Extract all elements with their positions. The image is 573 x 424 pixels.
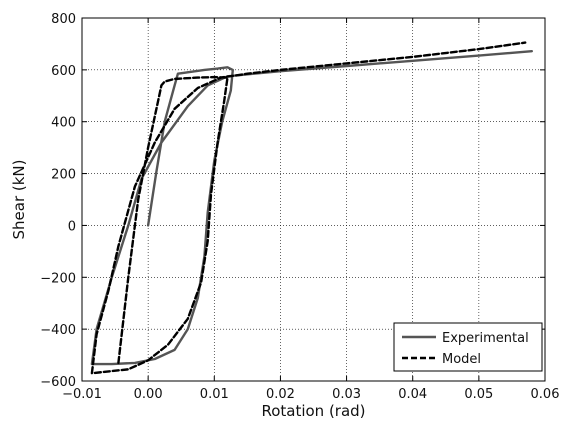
y-tick-label: 800	[51, 12, 76, 27]
x-tick-label: 0.00	[134, 387, 163, 402]
x-tick-label: 0.05	[464, 387, 493, 402]
y-tick-label: 0	[68, 219, 76, 234]
x-tick-label: 0.04	[398, 387, 427, 402]
series-line-model	[90, 41, 527, 375]
y-tick-label: −400	[40, 323, 76, 338]
y-tick-label: 400	[51, 116, 76, 131]
y-tick-label: 200	[51, 168, 76, 183]
x-tick-label: −0.01	[62, 387, 102, 402]
x-tick-label: 0.01	[200, 387, 229, 402]
legend: Experimental Model	[393, 322, 543, 372]
series-layer	[90, 41, 533, 375]
legend-box	[393, 322, 543, 372]
legend-label-experimental: Experimental	[442, 331, 529, 346]
legend-label-model: Model	[442, 352, 481, 367]
y-tick-label: −600	[40, 375, 76, 390]
tick-layer: −0.01 0.00 0.01 0.02 0.03 0.04 0.05 0.06 −600 −40…	[40, 12, 559, 402]
x-tick-label: 0.03	[332, 387, 361, 402]
y-tick-label: −200	[40, 271, 76, 286]
x-tick-label: 0.02	[266, 387, 295, 402]
plot-frame	[81, 17, 546, 382]
y-axis-label: Shear (kN)	[10, 160, 28, 240]
x-axis-label: Rotation (rad)	[261, 402, 365, 420]
y-tick-label: 600	[51, 64, 76, 79]
x-tick-label: 0.06	[531, 387, 560, 402]
